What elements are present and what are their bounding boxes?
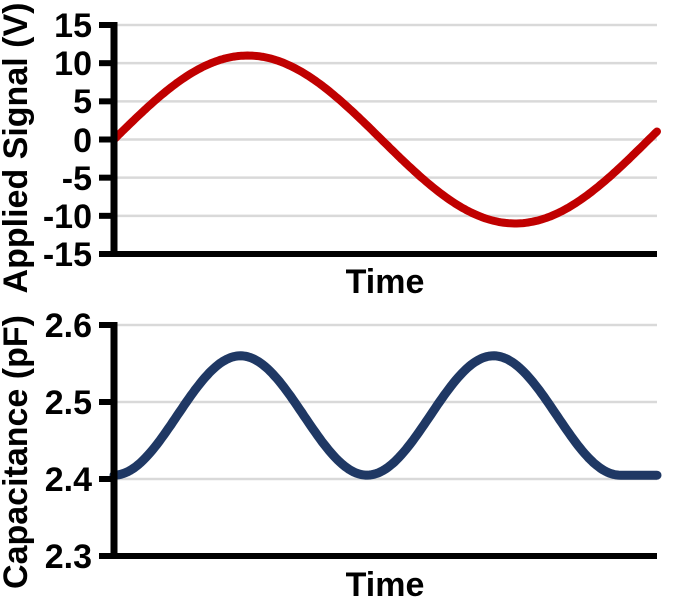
applied-signal-chart: Applied Signal (V) 15 10 5 0 -5 -10 -15 … bbox=[0, 3, 661, 301]
y-tick-label-neg10: -10 bbox=[43, 198, 92, 236]
capacitance-y-axis-title: Capacitance (pF) bbox=[0, 315, 35, 589]
capacitance-curve bbox=[109, 351, 662, 480]
y-tick-label-2.5: 2.5 bbox=[45, 384, 92, 422]
y-tick-label-5: 5 bbox=[73, 83, 92, 121]
applied-signal-plot-area bbox=[99, 22, 661, 257]
capacitance-chart: Capacitance (pF) 2.6 2.5 2.4 2.3 Time bbox=[0, 307, 662, 600]
y-tick-label-0: 0 bbox=[73, 122, 92, 160]
y-tick-label-2.6: 2.6 bbox=[45, 307, 92, 345]
y-tick-label-neg5: -5 bbox=[62, 160, 92, 198]
y-tick-label-2.4: 2.4 bbox=[45, 461, 92, 499]
applied-signal-x-axis-title: Time bbox=[346, 263, 425, 301]
applied-signal-y-axis-title: Applied Signal (V) bbox=[0, 3, 35, 294]
applied-signal-curve bbox=[110, 51, 661, 228]
y-tick-label-10: 10 bbox=[54, 45, 92, 83]
y-tick-label-15: 15 bbox=[54, 7, 92, 45]
capacitance-plot-area bbox=[99, 322, 662, 559]
y-tick-label-2.3: 2.3 bbox=[45, 538, 92, 576]
y-tick-label-neg15: -15 bbox=[43, 236, 92, 274]
capacitance-x-axis-title: Time bbox=[346, 566, 425, 600]
